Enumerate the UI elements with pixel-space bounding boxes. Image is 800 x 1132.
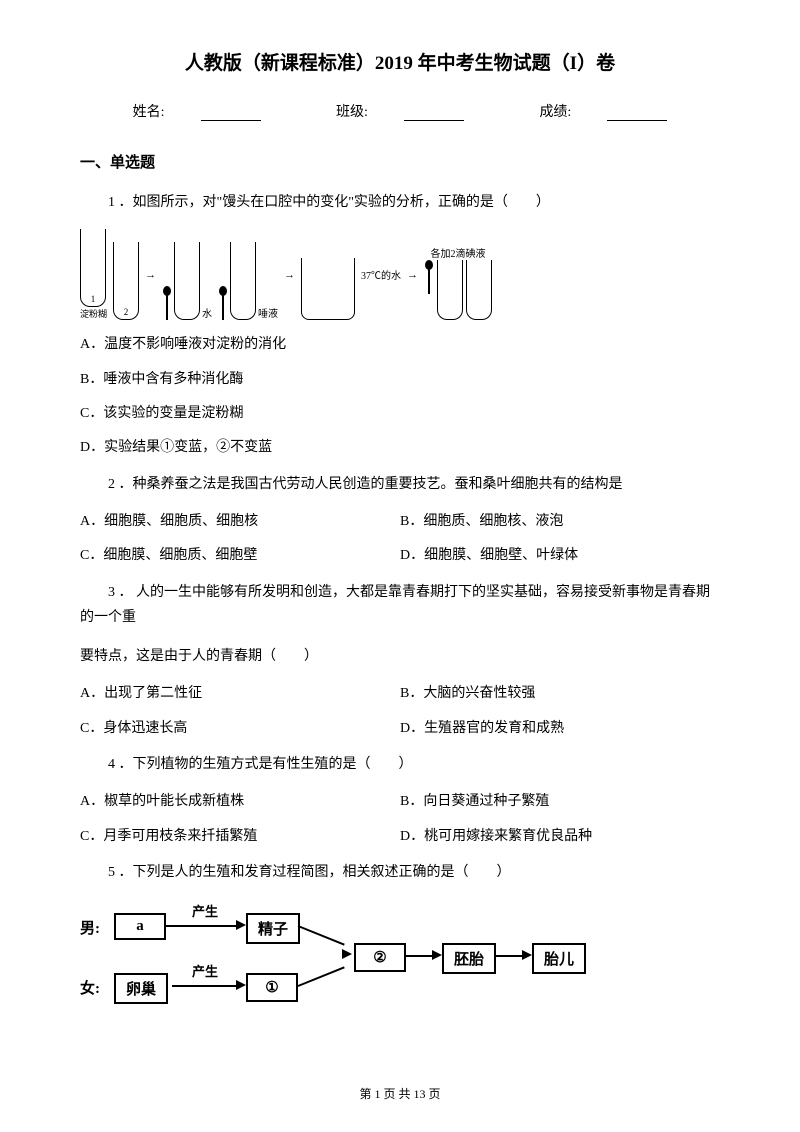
q1-text: 1 ．如图所示，对"馒头在口腔中的变化"实验的分析，正确的是（ ） bbox=[80, 190, 720, 215]
q2-opts-ab: A．细胞膜、细胞质、细胞核B．细胞质、细胞核、液泡 bbox=[80, 511, 720, 533]
q4-text: 4 ．下列植物的生殖方式是有性生殖的是（ ） bbox=[80, 752, 720, 777]
class-blank bbox=[404, 107, 464, 121]
name-label: 姓名: bbox=[115, 105, 279, 120]
q1-diagram: 1 淀粉糊 2 → 水 唾液 → 37℃的水 → 各加2滴碘液 bbox=[80, 229, 720, 320]
student-info-row: 姓名: 班级: 成绩: bbox=[80, 101, 720, 121]
q5-diagram: 男: a 产生 精子 女: 卵巢 产生 ① ② 胚胎 胎儿 bbox=[80, 899, 720, 1019]
q1-opt-c: C．该实验的变量是淀粉糊 bbox=[80, 403, 720, 425]
class-label: 班级: bbox=[318, 105, 482, 120]
q5-text: 5 ．下列是人的生殖和发育过程简图，相关叙述正确的是（ ） bbox=[80, 860, 720, 885]
name-blank bbox=[201, 107, 261, 121]
q2-opts-cd: C．细胞膜、细胞质、细胞壁D．细胞膜、细胞壁、叶绿体 bbox=[80, 545, 720, 567]
q1-opt-a: A．温度不影响唾液对淀粉的消化 bbox=[80, 334, 720, 356]
q4-opts-ab: A．椒草的叶能长成新植株B．向日葵通过种子繁殖 bbox=[80, 791, 720, 813]
q1-opt-b: B．唾液中含有多种消化酶 bbox=[80, 369, 720, 391]
page-footer: 第 1 页 共 13 页 bbox=[0, 1085, 800, 1102]
q3-text-l2: 要特点，这是由于人的青春期（ ） bbox=[80, 644, 720, 669]
score-label: 成绩: bbox=[521, 105, 685, 120]
score-blank bbox=[607, 107, 667, 121]
q3-opts-cd: C．身体迅速长高D．生殖器官的发育和成熟 bbox=[80, 718, 720, 740]
section-title: 一、单选题 bbox=[80, 151, 720, 172]
q1-opt-d: D．实验结果①变蓝，②不变蓝 bbox=[80, 437, 720, 459]
q2-text: 2 ．种桑养蚕之法是我国古代劳动人民创造的重要技艺。蚕和桑叶细胞共有的结构是 bbox=[80, 472, 720, 497]
q3-text-l1: 3 ． 人的一生中能够有所发明和创造，大都是靠青春期打下的坚实基础，容易接受新事… bbox=[80, 580, 720, 630]
page-title: 人教版（新课程标准）2019 年中考生物试题（I）卷 bbox=[80, 48, 720, 75]
q4-opts-cd: C．月季可用枝条来扦插繁殖D．桃可用嫁接来繁育优良品种 bbox=[80, 826, 720, 848]
q3-opts-ab: A．出现了第二性征B．大脑的兴奋性较强 bbox=[80, 683, 720, 705]
